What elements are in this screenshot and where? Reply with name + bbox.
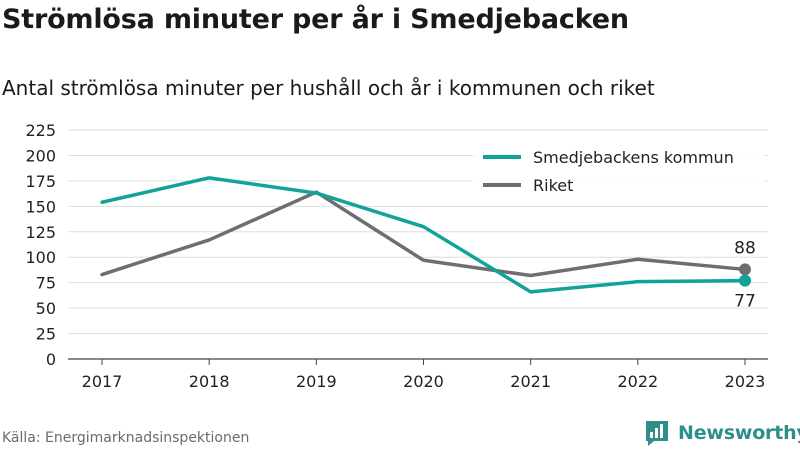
series-end-point: [739, 263, 751, 276]
x-tick-label: 2023: [725, 372, 766, 391]
series-end-point: [739, 274, 751, 287]
y-tick-label: 225: [25, 121, 56, 140]
x-tick-label: 2017: [82, 372, 123, 391]
end-value-label: 77: [734, 292, 756, 312]
y-axis-tick-labels: 0 25 50 75 100 125 150 175 200 225: [25, 121, 56, 369]
y-tick-label: 150: [25, 197, 56, 216]
series-lines: [100, 176, 751, 294]
legend-background: [473, 143, 765, 203]
x-tick-label: 2020: [403, 372, 444, 391]
y-tick-label: 50: [36, 299, 56, 318]
y-tick-label: 100: [25, 248, 56, 267]
y-tick-label: 200: [25, 146, 56, 165]
x-tick-label: 2021: [510, 372, 551, 391]
y-tick-label: 175: [25, 172, 56, 191]
y-tick-label: 25: [36, 325, 56, 344]
legend-label: Riket: [533, 176, 573, 195]
chart-subtitle: Antal strömlösa minuter per hushåll och …: [2, 76, 655, 100]
legend-label: Smedjebackens kommun: [533, 148, 734, 167]
source-note: Källa: Energimarknadsinspektionen: [2, 430, 250, 446]
y-tick-label: 125: [25, 223, 56, 242]
series-line-smedjebackens-kommun: [100, 176, 747, 294]
brand-name: Newsworthy: [678, 422, 800, 444]
x-tick-label: 2019: [296, 372, 337, 391]
legend: Smedjebackens kommun Riket: [473, 143, 765, 203]
series-line-riket: [100, 190, 747, 278]
x-tick-label: 2018: [189, 372, 230, 391]
bar-chart-speech-bubble-icon: [646, 421, 668, 446]
end-value-label: 88: [734, 238, 756, 258]
end-value-labels: 77 88: [734, 238, 756, 311]
y-tick-label: 0: [46, 350, 56, 369]
x-tick-label: 2022: [617, 372, 658, 391]
brand-logo: Newsworthy: [644, 419, 800, 447]
y-tick-label: 75: [36, 274, 56, 293]
chart-title: Strömlösa minuter per år i Smedjebacken: [2, 4, 629, 35]
x-axis-tick-labels: 2017 2018 2019 2020 2021 2022 2023: [82, 359, 766, 391]
